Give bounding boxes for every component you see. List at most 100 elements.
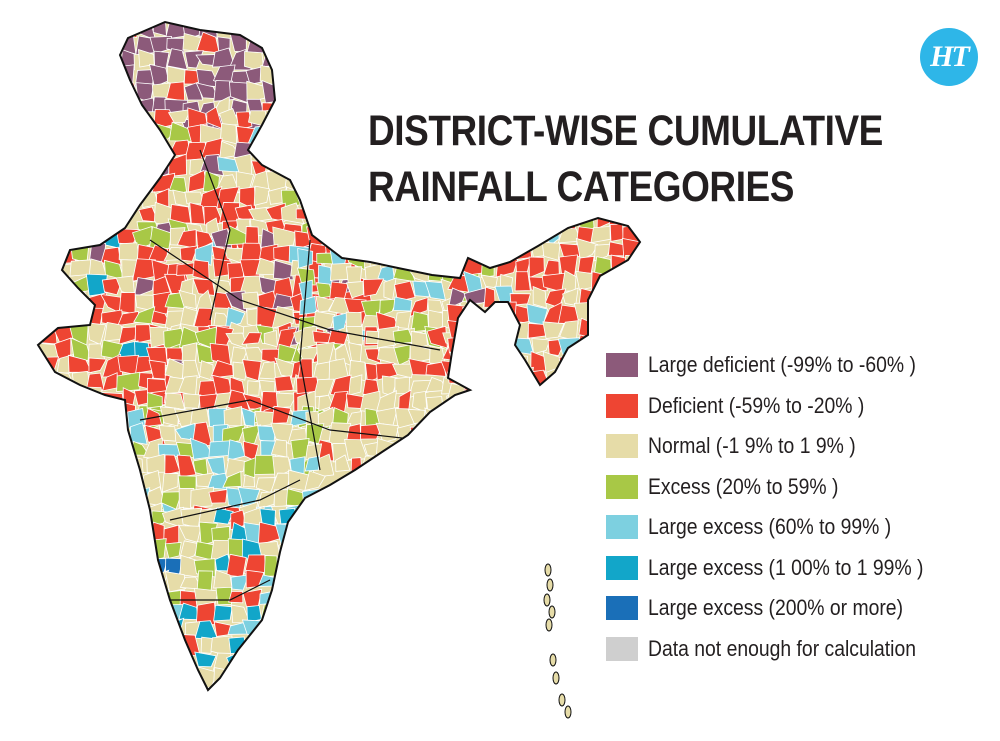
district-cell	[277, 603, 294, 624]
district-cell	[412, 280, 430, 298]
district-cell	[410, 248, 430, 268]
district-cell	[295, 587, 315, 607]
district-cell	[379, 298, 399, 317]
district-cell	[439, 455, 461, 474]
district-cell	[292, 509, 312, 528]
district-cell	[291, 682, 312, 690]
district-cell	[512, 354, 529, 372]
district-cell	[479, 388, 500, 407]
district-cell	[275, 576, 298, 593]
legend-label: Large excess (1 00% to 1 99% )	[648, 554, 924, 580]
district-cell	[133, 306, 156, 325]
legend-swatch	[606, 474, 638, 499]
district-cell	[394, 376, 411, 394]
district-cell	[241, 424, 262, 445]
district-cell	[430, 455, 446, 475]
district-cell	[148, 359, 166, 380]
district-cell	[304, 455, 320, 472]
district-cell	[263, 32, 282, 52]
district-cell	[222, 470, 242, 488]
district-cell	[626, 287, 640, 309]
district-cell	[221, 424, 246, 444]
district-cell	[481, 334, 501, 357]
district-cell	[462, 365, 484, 386]
island	[543, 593, 551, 607]
district-cell	[54, 337, 72, 363]
district-cell	[477, 317, 496, 339]
district-cell	[54, 291, 71, 314]
district-cell	[354, 229, 374, 244]
district-cell	[393, 296, 413, 312]
district-cell	[445, 241, 469, 259]
district-cell	[575, 237, 599, 261]
district-cell	[52, 388, 75, 407]
district-cell	[302, 503, 322, 522]
district-cell	[275, 650, 297, 674]
district-cell	[145, 637, 167, 654]
district-cell	[498, 223, 516, 244]
map-title-line-2: RAINFALL CATEGORIES	[368, 163, 795, 211]
island	[564, 705, 572, 719]
district-cell	[500, 371, 515, 385]
district-cell	[246, 681, 262, 690]
district-cell	[643, 245, 659, 258]
district-cell	[116, 96, 136, 119]
district-cell	[243, 474, 256, 488]
district-cell	[273, 259, 294, 281]
district-cell	[38, 274, 60, 296]
district-cell	[446, 405, 464, 429]
district-cell	[133, 277, 155, 298]
district-cell	[458, 422, 478, 445]
district-cell	[493, 352, 514, 375]
district-cell	[259, 634, 281, 655]
district-cell	[458, 454, 475, 475]
district-cell	[609, 223, 624, 242]
district-cell	[542, 207, 563, 228]
district-cell	[176, 454, 197, 478]
legend-item-large-excess-200: Large excess (200% or more)	[606, 588, 961, 629]
district-cell	[213, 507, 234, 525]
district-cell	[644, 209, 662, 229]
legend: Large deficient (-99% to -60% ) Deficien…	[606, 345, 961, 669]
legend-swatch	[606, 434, 638, 459]
district-cell	[457, 342, 474, 361]
island	[558, 693, 566, 707]
district-cell	[276, 623, 296, 641]
district-cell	[577, 373, 597, 387]
district-cell	[456, 441, 474, 456]
district-cell	[448, 225, 467, 246]
district-cell	[277, 343, 297, 363]
district-cell	[161, 473, 179, 493]
district-cell	[448, 210, 468, 224]
legend-swatch	[606, 596, 638, 621]
district-cell	[280, 106, 302, 127]
district-cell	[182, 359, 201, 379]
district-cell	[291, 623, 311, 642]
district-cell	[223, 406, 242, 427]
district-cell	[161, 651, 181, 671]
district-cell	[300, 108, 318, 128]
district-cell	[441, 442, 461, 457]
district-cell	[168, 153, 187, 178]
district-cell	[611, 292, 629, 306]
district-cell	[458, 314, 481, 329]
district-cell	[38, 402, 59, 425]
district-cell	[301, 488, 324, 511]
district-cell	[391, 363, 415, 379]
district-cell	[55, 228, 76, 251]
district-cell	[627, 318, 640, 341]
district-cell	[606, 273, 624, 294]
district-cell	[424, 445, 449, 457]
district-cell	[86, 404, 106, 421]
legend-label: Large deficient (-99% to -60% )	[648, 352, 916, 378]
district-cell	[493, 208, 517, 229]
district-cell	[259, 621, 279, 639]
district-cell	[290, 437, 310, 462]
island	[552, 671, 560, 685]
district-cell	[589, 319, 613, 338]
district-cell	[296, 139, 318, 163]
district-cell	[224, 458, 246, 479]
district-cell	[426, 325, 448, 349]
district-cell	[68, 388, 92, 410]
